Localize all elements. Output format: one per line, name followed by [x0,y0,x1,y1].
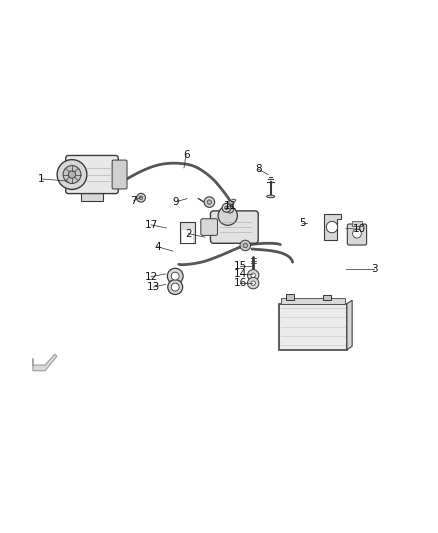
Polygon shape [226,199,236,204]
Circle shape [240,240,251,251]
FancyBboxPatch shape [201,219,217,236]
Circle shape [353,229,361,238]
Circle shape [68,171,76,178]
Text: 12: 12 [145,272,158,281]
Ellipse shape [267,195,275,198]
Polygon shape [324,214,341,240]
Bar [323,295,331,300]
Text: 4: 4 [154,242,161,252]
Circle shape [243,243,247,248]
Polygon shape [33,354,57,371]
Circle shape [204,197,215,207]
Circle shape [222,204,231,212]
Circle shape [63,166,81,183]
Text: 7: 7 [130,196,137,206]
Bar [281,298,345,304]
Text: 3: 3 [371,264,378,273]
Text: 16: 16 [233,278,247,288]
Text: 8: 8 [255,164,262,174]
Circle shape [171,272,179,280]
Circle shape [57,159,87,189]
FancyBboxPatch shape [347,224,367,245]
Circle shape [168,280,183,295]
Text: 6: 6 [183,150,190,160]
Circle shape [139,196,143,199]
Bar [286,294,294,300]
Circle shape [207,200,212,204]
FancyBboxPatch shape [210,211,258,243]
Text: 2: 2 [185,229,192,239]
Text: 10: 10 [353,224,366,235]
Polygon shape [347,300,352,350]
Circle shape [225,206,228,209]
Text: 17: 17 [145,220,158,230]
Text: 1: 1 [38,174,45,184]
FancyBboxPatch shape [81,190,103,200]
FancyBboxPatch shape [66,156,118,193]
Bar [279,304,347,350]
Bar [182,230,193,243]
Circle shape [251,281,255,285]
Circle shape [226,206,233,213]
FancyBboxPatch shape [112,160,127,189]
Bar [352,221,362,226]
Text: 14: 14 [233,269,247,279]
FancyBboxPatch shape [180,222,195,243]
Circle shape [137,193,145,202]
Circle shape [171,283,179,291]
Text: 15: 15 [233,261,247,271]
Text: 9: 9 [173,197,180,207]
Circle shape [247,270,259,281]
Text: 13: 13 [147,282,160,292]
Circle shape [247,278,259,289]
Circle shape [218,206,237,225]
Circle shape [326,221,338,233]
Text: 5: 5 [299,217,306,228]
Circle shape [167,268,183,284]
Text: 11: 11 [223,201,237,211]
Circle shape [251,273,255,278]
